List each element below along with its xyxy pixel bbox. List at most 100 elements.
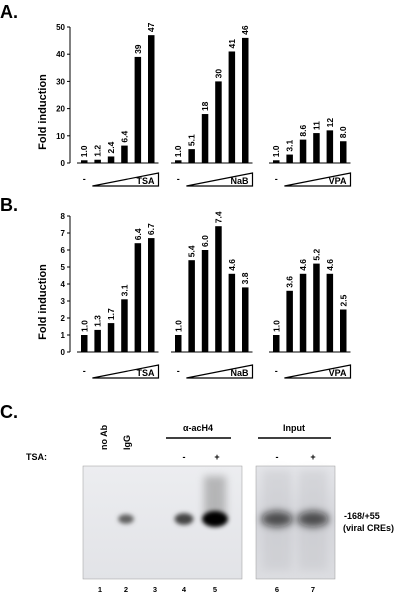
data-label: 5.4 bbox=[187, 245, 197, 257]
data-label: 6.4 bbox=[133, 228, 143, 240]
bar-tsa-4 bbox=[121, 299, 128, 352]
bar-nab-1 bbox=[175, 160, 182, 163]
group-label-tsa: TSA bbox=[137, 368, 156, 378]
dose-triangle bbox=[92, 364, 160, 379]
bar-tsa-6 bbox=[148, 35, 155, 163]
data-label: 4.6 bbox=[325, 259, 335, 271]
bar-nab-1 bbox=[175, 335, 182, 352]
bar-tsa-5 bbox=[134, 243, 142, 352]
data-label: 46 bbox=[240, 25, 250, 35]
y-tick-label: 2 bbox=[61, 314, 66, 323]
y-tick-label: 8 bbox=[61, 212, 66, 221]
chart-a-ylabel: Fold induction bbox=[37, 74, 49, 150]
data-label: 1.0 bbox=[79, 145, 89, 157]
tsa-state-lane5: + bbox=[214, 452, 219, 462]
bar-vpa-1 bbox=[273, 335, 280, 352]
dose-triangle bbox=[92, 172, 160, 187]
control-dash: - bbox=[177, 174, 180, 184]
data-label: 5.2 bbox=[311, 249, 321, 261]
dose-triangle bbox=[186, 364, 254, 379]
lane-smear bbox=[299, 470, 327, 570]
bar-nab-4 bbox=[215, 81, 222, 163]
bar-vpa-2 bbox=[286, 154, 293, 163]
data-label: 6.7 bbox=[146, 223, 156, 235]
data-label: 1.7 bbox=[106, 308, 116, 320]
bar-vpa-5 bbox=[326, 273, 334, 352]
data-label: 1.2 bbox=[93, 145, 103, 157]
tsa-state-lane6: - bbox=[276, 452, 279, 462]
y-tick-label: 7 bbox=[61, 229, 66, 238]
y-tick-label: 5 bbox=[61, 263, 66, 272]
bar-vpa-6 bbox=[340, 309, 347, 352]
bar-tsa-1 bbox=[81, 335, 88, 352]
data-label: 5.1 bbox=[187, 134, 197, 146]
data-label: 2.4 bbox=[106, 141, 116, 153]
bar-nab-6 bbox=[242, 37, 249, 163]
y-tick-label: 3 bbox=[61, 297, 66, 306]
y-tick-label: 1 bbox=[61, 331, 66, 340]
group-label-vpa: VPA bbox=[329, 368, 347, 378]
data-label: 47 bbox=[146, 22, 156, 32]
y-tick-label: 20 bbox=[56, 105, 65, 114]
band-lane-4 bbox=[174, 513, 194, 525]
bar-tsa-1 bbox=[81, 160, 88, 163]
bar-nab-2 bbox=[188, 149, 195, 163]
data-label: 3.1 bbox=[285, 139, 295, 151]
bar-nab-3 bbox=[201, 250, 209, 352]
y-tick-label: 4 bbox=[61, 280, 66, 289]
data-label: 6.4 bbox=[119, 131, 129, 143]
data-label: 30 bbox=[213, 69, 223, 79]
data-label: 41 bbox=[227, 39, 237, 49]
data-label: 1.0 bbox=[271, 145, 281, 157]
control-dash: - bbox=[275, 366, 278, 376]
data-label: 1.3 bbox=[93, 315, 103, 327]
bar-nab-5 bbox=[228, 51, 236, 164]
y-tick-label: 0 bbox=[61, 159, 66, 168]
data-label: 1.0 bbox=[79, 320, 89, 332]
bar-tsa-6 bbox=[148, 238, 155, 352]
control-dash: - bbox=[275, 174, 278, 184]
lane-number: 1 bbox=[98, 585, 102, 594]
bar-nab-6 bbox=[242, 287, 249, 352]
y-tick-label: 50 bbox=[56, 23, 65, 32]
group-label-nab: NaB bbox=[230, 368, 249, 378]
bar-nab-4 bbox=[215, 226, 222, 352]
data-label: 8.0 bbox=[338, 126, 348, 138]
bar-tsa-4 bbox=[121, 145, 128, 163]
bar-tsa-2 bbox=[94, 329, 101, 352]
lane-number: 2 bbox=[124, 585, 128, 594]
data-label: 1.0 bbox=[173, 145, 183, 157]
tsa-state-lane4: - bbox=[183, 452, 186, 462]
y-tick-label: 0 bbox=[61, 348, 66, 357]
data-label: 3.8 bbox=[240, 272, 250, 284]
y-tick-label: 40 bbox=[56, 50, 65, 59]
gel-panel: no Ab IgG α-acH4 Input TSA: - + - + bbox=[26, 423, 394, 594]
bar-vpa-3 bbox=[299, 273, 307, 352]
control-dash: - bbox=[177, 366, 180, 376]
bar-tsa-3 bbox=[107, 323, 115, 352]
lane-number: 4 bbox=[182, 585, 187, 594]
group-label-vpa: VPA bbox=[329, 176, 347, 186]
band-lane-5 bbox=[202, 511, 228, 527]
bar-nab-3 bbox=[201, 114, 209, 163]
dose-triangle bbox=[284, 172, 352, 187]
data-label: 11 bbox=[311, 121, 321, 130]
bar-nab-2 bbox=[188, 260, 195, 352]
bar-tsa-5 bbox=[134, 56, 142, 163]
y-tick-label: 10 bbox=[56, 132, 65, 141]
bar-tsa-2 bbox=[94, 159, 101, 163]
band-lane-2 bbox=[118, 514, 134, 524]
data-label: 6.0 bbox=[200, 235, 210, 247]
bar-vpa-4 bbox=[313, 133, 320, 163]
band-smear bbox=[204, 476, 226, 518]
header-no-ab: no Ab bbox=[99, 424, 109, 450]
panel-letter-c: C. bbox=[0, 402, 18, 422]
bar-nab-5 bbox=[228, 273, 236, 352]
tsa-row-label: TSA: bbox=[26, 452, 47, 462]
data-label: 3.1 bbox=[119, 284, 129, 296]
data-label: 8.6 bbox=[298, 125, 308, 137]
dose-triangle bbox=[284, 364, 352, 379]
data-label: 12 bbox=[325, 118, 335, 128]
